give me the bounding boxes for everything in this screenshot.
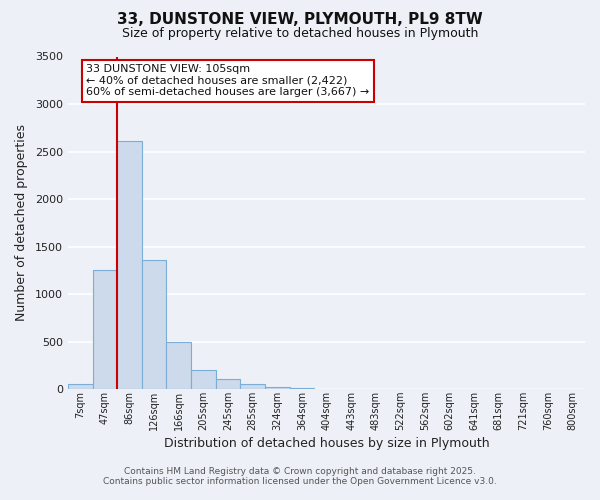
- Text: Contains HM Land Registry data © Crown copyright and database right 2025.: Contains HM Land Registry data © Crown c…: [124, 467, 476, 476]
- Text: 33, DUNSTONE VIEW, PLYMOUTH, PL9 8TW: 33, DUNSTONE VIEW, PLYMOUTH, PL9 8TW: [117, 12, 483, 28]
- Text: Contains public sector information licensed under the Open Government Licence v3: Contains public sector information licen…: [103, 477, 497, 486]
- Bar: [265, 388, 290, 389]
- Bar: [117, 141, 142, 389]
- Bar: [68, 384, 92, 389]
- Bar: [240, 384, 265, 389]
- Bar: [92, 270, 117, 389]
- Text: 33 DUNSTONE VIEW: 105sqm
← 40% of detached houses are smaller (2,422)
60% of sem: 33 DUNSTONE VIEW: 105sqm ← 40% of detach…: [86, 64, 370, 98]
- Bar: [215, 378, 240, 389]
- Y-axis label: Number of detached properties: Number of detached properties: [15, 124, 28, 322]
- Bar: [166, 342, 191, 389]
- Bar: [290, 388, 314, 389]
- Bar: [142, 260, 166, 389]
- Bar: [191, 370, 215, 389]
- X-axis label: Distribution of detached houses by size in Plymouth: Distribution of detached houses by size …: [164, 437, 489, 450]
- Text: Size of property relative to detached houses in Plymouth: Size of property relative to detached ho…: [122, 28, 478, 40]
